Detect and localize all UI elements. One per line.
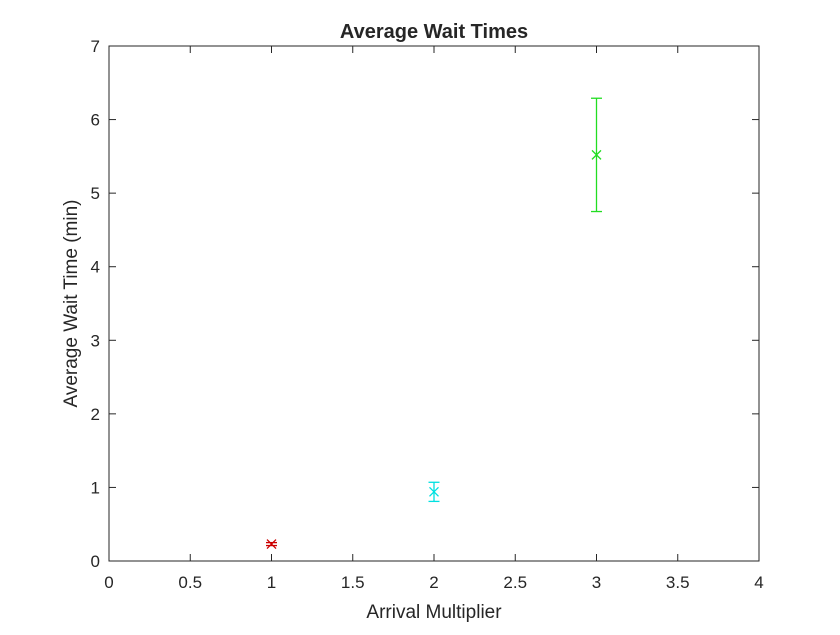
data-point-group [428, 481, 440, 503]
plot-frame [108, 45, 760, 562]
y-tick-label: 3 [91, 331, 100, 350]
x-tick-label: 1.5 [341, 573, 365, 592]
x-tick-label: 2 [429, 573, 438, 592]
y-tick-label: 2 [91, 405, 100, 424]
data-point-marker [266, 539, 277, 550]
data-marks-layer [266, 97, 602, 550]
x-tick-label: 0 [104, 573, 113, 592]
tick-layer: 0 0.5 1 1.5 2 2.5 3 3.5 4 0 1 2 3 4 5 6 7 [91, 37, 764, 592]
x-tick-label: 1 [267, 573, 276, 592]
x-tick-label: 3.5 [666, 573, 690, 592]
y-tick-label: 5 [91, 184, 100, 203]
x-tick-label: 0.5 [178, 573, 202, 592]
plot-area [109, 46, 759, 561]
x-tick-label: 3 [592, 573, 601, 592]
y-tick-label: 4 [91, 258, 100, 277]
x-tick-label: 2.5 [503, 573, 527, 592]
x-axis-label: Arrival Multiplier [366, 602, 502, 623]
y-axis-label: Average Wait Time (min) [61, 200, 82, 408]
chart-title: Average Wait Times [340, 21, 528, 43]
x-tick-label: 4 [754, 573, 763, 592]
data-point-group [591, 97, 602, 213]
data-point-group [266, 539, 277, 550]
y-tick-label: 7 [91, 37, 100, 56]
y-tick-label: 6 [91, 111, 100, 130]
y-tick-label: 1 [91, 478, 100, 497]
data-point-marker [429, 486, 439, 497]
y-tick-label: 0 [91, 552, 100, 571]
data-point-marker [591, 149, 602, 160]
